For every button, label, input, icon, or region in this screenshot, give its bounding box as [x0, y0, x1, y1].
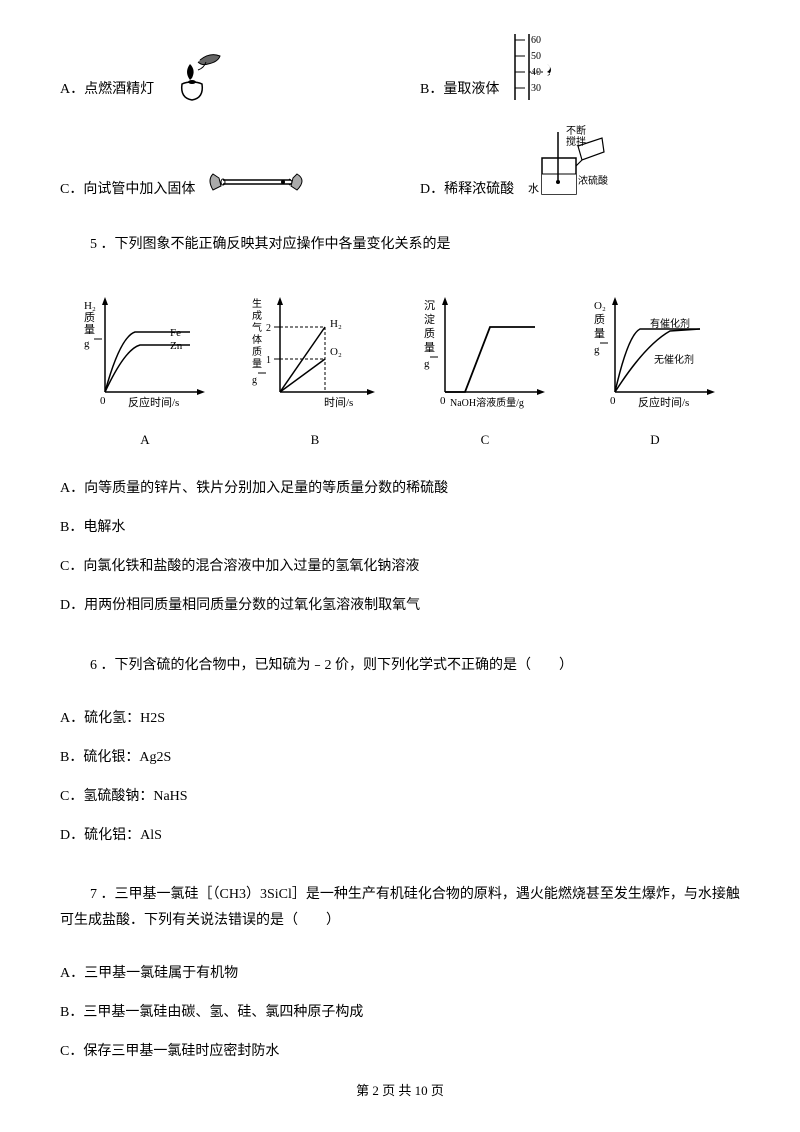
q6-opt-d: D．硫化铝：AlS [60, 823, 740, 848]
q7-opt-c: C．保存三甲基一氯硅时应密封防水 [60, 1039, 740, 1064]
q4-opt-d-cell: D．稀释浓硫酸 不断 搅拌 水 浓硫酸 [420, 122, 612, 202]
q6-opt-b: B．硫化银：Ag2S [60, 745, 740, 770]
svg-text:体: 体 [252, 334, 262, 346]
q7-stem: 7 ．三甲基一氯硅［（CH3）3SiCl］是一种生产有机硅化合物的原料，遇火能燃… [60, 882, 740, 932]
chart-d: O₂ 质 量 g 有催化剂 无催化剂 0 反应时间/s D [590, 287, 720, 452]
q4-row-cd: C．向试管中加入固体 D．稀释浓硫酸 不断 搅拌 水 浓硫酸 [60, 122, 740, 202]
q5-opt-a: A．向等质量的锌片、铁片分别加入足量的等质量分数的稀硫酸 [60, 476, 740, 501]
svg-text:Fe: Fe [170, 327, 181, 339]
svg-text:沉: 沉 [424, 299, 435, 312]
q6-opt-a: A．硫化氢：H2S [60, 706, 740, 731]
svg-text:反应时间/s: 反应时间/s [638, 395, 689, 409]
dilute-label-stir2: 搅拌 [566, 135, 586, 148]
svg-text:时间/s: 时间/s [324, 396, 353, 409]
svg-text:O₂: O₂ [594, 300, 606, 312]
svg-text:1: 1 [266, 355, 271, 366]
svg-text:质: 质 [594, 313, 605, 326]
svg-text:质: 质 [424, 327, 435, 340]
chart-c: 沉 淀 质 量 g 0 NaOH溶液质量/g C [420, 287, 550, 452]
q5-charts-row: H₂ 质 量 g Fe Zn 0 反应时间/s A 生 成 气 体 质 [60, 287, 740, 452]
chart-a: H₂ 质 量 g Fe Zn 0 反应时间/s A [80, 287, 210, 452]
svg-text:质: 质 [252, 346, 262, 358]
dilute-label-stir1: 不断 [566, 124, 586, 137]
chart-d-letter: D [590, 428, 720, 451]
q4-opt-c-cell: C．向试管中加入固体 [60, 162, 380, 202]
chart-b: 生 成 气 体 质 量 g 2 1 H₂ O₂ 时间/s B [250, 287, 380, 452]
cyl-tick-40: 40 [531, 67, 541, 78]
svg-text:反应时间/s: 反应时间/s [128, 395, 179, 409]
cyl-tick-50: 50 [531, 51, 541, 62]
svg-text:O₂: O₂ [330, 346, 342, 358]
page-footer: 第 2 页 共 10 页 [0, 1079, 800, 1102]
q5-stem: 5 ．下列图象不能正确反映其对应操作中各量变化关系的是 [90, 232, 451, 257]
svg-text:量: 量 [424, 341, 435, 354]
svg-text:2: 2 [266, 323, 271, 334]
q5-opt-c: C．向氯化铁和盐酸的混合溶液中加入过量的氢氧化钠溶液 [60, 554, 740, 579]
q4-opt-a-text: A．点燃酒精灯 [60, 77, 154, 102]
cyl-tick-60: 60 [531, 35, 541, 46]
svg-text:量: 量 [84, 323, 95, 336]
q7-opt-b: B．三甲基一氯硅由碳、氢、硅、氯四种原子构成 [60, 1000, 740, 1025]
test-tube-horizontal-icon [203, 162, 313, 202]
dilute-acid-icon: 不断 搅拌 水 浓硫酸 [522, 122, 612, 202]
svg-text:Zn: Zn [170, 340, 183, 352]
svg-text:NaOH溶液质量/g: NaOH溶液质量/g [450, 396, 524, 409]
q4-opt-c-text: C．向试管中加入固体 [60, 177, 195, 202]
dilute-label-acid: 浓硫酸 [578, 174, 608, 187]
chart-c-letter: C [420, 428, 550, 451]
svg-text:H₂: H₂ [84, 300, 96, 312]
svg-text:有催化剂: 有催化剂 [650, 317, 690, 330]
svg-text:g: g [84, 338, 90, 350]
graduated-cylinder-icon: 60 50 40 30 [507, 30, 559, 102]
svg-text:量: 量 [594, 327, 605, 340]
chart-a-letter: A [80, 428, 210, 451]
alcohol-lamp-icon [162, 42, 232, 102]
q6-stem: 6 ．下列含硫的化合物中，已知硫为﹣2 价，则下列化学式不正确的是（ ） [90, 653, 573, 678]
svg-text:气: 气 [252, 321, 262, 334]
q4-opt-d-text: D．稀释浓硫酸 [420, 177, 514, 202]
svg-text:H₂: H₂ [330, 318, 342, 330]
svg-text:0: 0 [100, 395, 106, 407]
q4-opt-a-cell: A．点燃酒精灯 [60, 42, 380, 102]
svg-text:g: g [424, 358, 430, 370]
svg-text:淀: 淀 [424, 312, 435, 326]
svg-text:生: 生 [252, 297, 262, 310]
chart-b-letter: B [250, 428, 380, 451]
q4-opt-b-cell: B．量取液体 60 50 40 30 [420, 30, 559, 102]
cyl-tick-30: 30 [531, 83, 541, 94]
svg-text:质: 质 [84, 311, 95, 324]
svg-text:无催化剂: 无催化剂 [654, 353, 694, 366]
svg-text:0: 0 [610, 395, 616, 407]
q4-opt-b-text: B．量取液体 [420, 77, 499, 102]
svg-text:0: 0 [440, 395, 446, 407]
q5-opt-b: B．电解水 [60, 515, 740, 540]
q7-opt-a: A．三甲基一氯硅属于有机物 [60, 961, 740, 986]
svg-text:g: g [594, 344, 600, 356]
q5-opt-d: D．用两份相同质量相同质量分数的过氧化氢溶液制取氧气 [60, 593, 740, 618]
q4-row-ab: A．点燃酒精灯 B．量取液体 60 50 40 30 [60, 30, 740, 102]
q6-opt-c: C．氢硫酸钠：NaHS [60, 784, 740, 809]
svg-text:g: g [252, 375, 257, 386]
dilute-label-water: 水 [528, 182, 539, 195]
svg-text:成: 成 [252, 310, 262, 322]
svg-text:量: 量 [252, 358, 262, 370]
